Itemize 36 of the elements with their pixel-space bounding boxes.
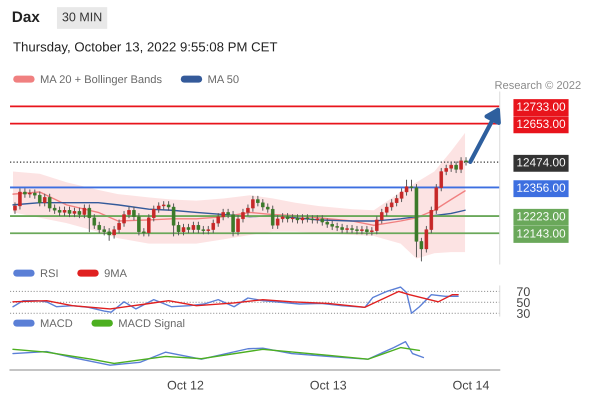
x-tick-label: Oct 12: [168, 380, 204, 390]
candlestick: [82, 204, 86, 218]
candlestick: [454, 161, 458, 174]
text: MACD: [40, 319, 72, 328]
candlestick: [360, 226, 364, 234]
candlestick: [290, 214, 294, 223]
legend-label: MA 50: [208, 75, 239, 84]
line-series: [12, 286, 459, 314]
x-tick-label: Oct 13: [310, 380, 346, 390]
text: Research © 2022: [495, 80, 581, 89]
y-tick-label: 12356.00: [517, 183, 566, 192]
candlestick: [182, 224, 186, 236]
candlestick: [68, 206, 72, 218]
y-tick-label: 30: [516, 309, 530, 318]
candlestick: [42, 194, 47, 206]
y-tick-label: 12143.00: [517, 229, 566, 238]
y-tick-label: 50: [516, 298, 530, 308]
y-tick-label: 12733.00: [517, 102, 566, 111]
line-series: [12, 290, 459, 310]
y-tick-label: 12474.00: [517, 158, 566, 166]
legend-label: RSI: [40, 269, 58, 278]
chart-title: Dax: [12, 11, 40, 22]
x-tick-label: Oct 14: [453, 380, 490, 390]
y-tick-label: 70: [517, 287, 530, 296]
candlestick: [192, 222, 196, 234]
chart-subtitle: Thursday, October 13, 2022 9:55:08 PM CET: [13, 42, 278, 54]
legend-label: 9MA: [104, 269, 127, 278]
y-tick-label: 12653.00: [517, 120, 566, 128]
y-tick-label: 12223.00: [517, 212, 566, 220]
candlestick: [459, 157, 463, 174]
text: 30 MIN: [62, 12, 102, 22]
legend-label: MACD Signal: [119, 318, 184, 330]
legend-label: MA 20 + Bollinger Bands: [40, 74, 162, 86]
candlestick: [464, 157, 468, 166]
candlestick: [316, 215, 320, 224]
candlestick: [78, 208, 82, 218]
